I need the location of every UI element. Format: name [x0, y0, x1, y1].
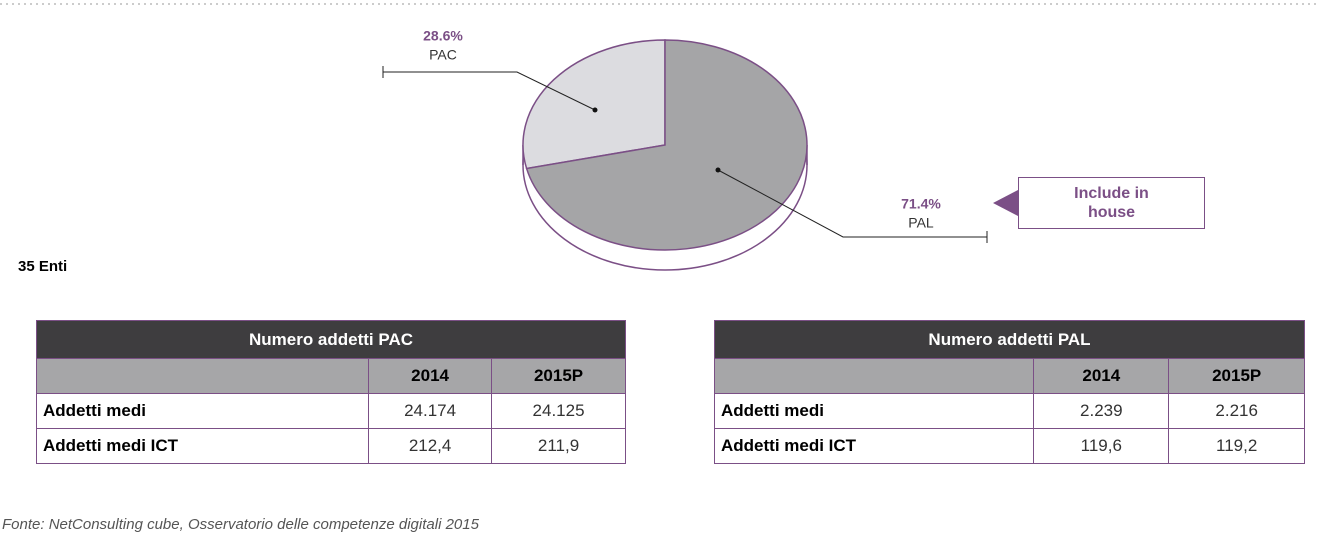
chart: 28.6% PAC 71.4% PAL: [0, 3, 1319, 271]
cell: 24.125: [491, 393, 626, 429]
value-label: 71.4%: [901, 196, 941, 212]
table-title-row: Numero addetti PAC: [36, 320, 626, 359]
header-cell: [713, 358, 1035, 394]
category-label: PAC: [429, 47, 457, 63]
column-header: 2014: [1033, 358, 1170, 394]
row-label: Addetti medi: [713, 393, 1035, 429]
table-title-row: Numero addetti PAL: [714, 320, 1305, 359]
cell: 211,9: [491, 428, 626, 464]
table: Numero addetti PAC 2014 2015P Addetti medi 2…: [35, 320, 626, 464]
cell: 2.239: [1033, 393, 1170, 429]
table-row: Addetti medi 24.174 24.125: [35, 393, 626, 429]
row-label: Addetti medi: [35, 393, 370, 429]
callout: Include in house: [1018, 177, 1205, 229]
callout-arrow: [993, 190, 1018, 216]
column-header: 2014: [368, 358, 493, 394]
pie-slice: [525, 39, 808, 251]
table-title: Numero addetti PAL: [714, 320, 1305, 359]
row-label: Addetti medi ICT: [713, 428, 1035, 464]
value-label: 28.6%: [423, 28, 463, 44]
cell: 24.174: [368, 393, 493, 429]
column-header: 2015P: [491, 358, 626, 394]
cell: 119,2: [1168, 428, 1305, 464]
table-row: Addetti medi ICT 119,6 119,2: [713, 428, 1305, 464]
category-label: PAL: [908, 215, 934, 231]
cell: 119,6: [1033, 428, 1170, 464]
cell: 212,4: [368, 428, 493, 464]
table: Numero addetti PAL 2014 2015P Addetti medi 2…: [713, 320, 1305, 464]
table-header-row: 2014 2015P: [713, 358, 1305, 394]
leader-dot: [592, 107, 598, 113]
leader-line: [717, 169, 987, 238]
table-header-row: 2014 2015P: [35, 358, 626, 394]
table-row: Addetti medi ICT 212,4 211,9: [35, 428, 626, 464]
header-cell: [35, 358, 370, 394]
table-row: Addetti medi 2.239 2.216: [713, 393, 1305, 429]
leader-dot: [715, 167, 721, 173]
source: Fonte: NetConsulting cube, Osservatorio …: [2, 516, 479, 533]
cell: 2.216: [1168, 393, 1305, 429]
table-title: Numero addetti PAC: [36, 320, 626, 359]
note: 35 Enti: [18, 258, 68, 275]
column-header: 2015P: [1168, 358, 1305, 394]
pie-slice: [522, 39, 666, 170]
leader-line: [383, 71, 596, 111]
row-label: Addetti medi ICT: [35, 428, 370, 464]
